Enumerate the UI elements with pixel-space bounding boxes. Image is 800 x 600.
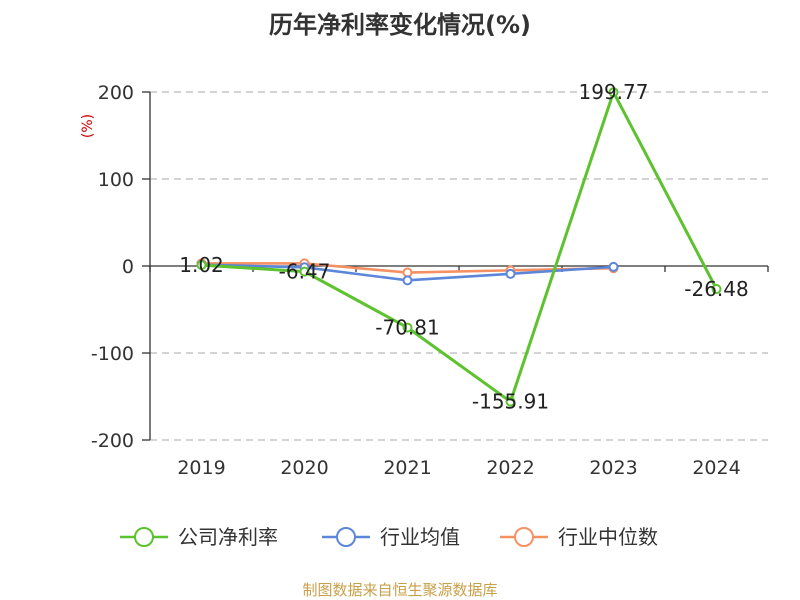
data-point	[505, 268, 516, 279]
data-point	[402, 267, 413, 278]
x-tick-label: 2020	[280, 457, 328, 479]
data-label: -155.91	[472, 390, 549, 414]
data-point	[711, 284, 722, 295]
data-point	[505, 396, 516, 407]
data-point	[196, 260, 207, 271]
y-tick-labels: 200 100 0 -100 -200	[91, 82, 134, 452]
data-point	[402, 275, 413, 286]
x-tick-label: 2019	[177, 457, 225, 479]
y-tick-label: -100	[91, 343, 134, 365]
source-note: 制图数据来自恒生聚源数据库	[302, 581, 497, 599]
x-tick-labels: 2019 2020 2021 2022 2023 2024	[177, 457, 740, 479]
data-label: -26.48	[684, 277, 748, 301]
x-tick-label: 2021	[383, 457, 431, 479]
y-tick-label: 200	[98, 82, 134, 104]
data-label: -6.47	[279, 260, 331, 284]
series-lines	[196, 87, 722, 407]
data-label: 199.77	[579, 80, 649, 104]
chart-title: 历年净利率变化情况(%)	[269, 11, 531, 39]
grid-lines	[150, 91, 768, 441]
y-tick-label: -200	[91, 430, 134, 452]
legend-marker	[134, 527, 154, 547]
y-axis-label: (%)	[80, 114, 96, 138]
x-tick-label: 2022	[486, 457, 534, 479]
legend: 公司净利率 行业均值 行业中位数	[120, 525, 658, 549]
legend-label: 行业中位数	[558, 525, 658, 549]
legend-marker	[514, 527, 534, 547]
legend-label: 公司净利率	[178, 525, 278, 549]
y-tick-label: 100	[98, 169, 134, 191]
data-point	[402, 322, 413, 333]
data-label: 1.02	[179, 253, 224, 277]
legend-label: 行业均值	[380, 525, 460, 549]
series-line	[201, 90, 718, 404]
legend-marker	[336, 527, 356, 547]
x-tick-label: 2024	[692, 457, 740, 479]
y-tick-label: 0	[122, 256, 134, 278]
data-labels: 1.02 -6.47 -70.81 -155.91 199.77 -26.48	[179, 80, 749, 413]
data-point	[608, 87, 619, 98]
data-point	[299, 266, 310, 277]
data-label: -70.81	[375, 316, 439, 340]
data-point	[608, 261, 619, 272]
x-tick-label: 2023	[589, 457, 637, 479]
